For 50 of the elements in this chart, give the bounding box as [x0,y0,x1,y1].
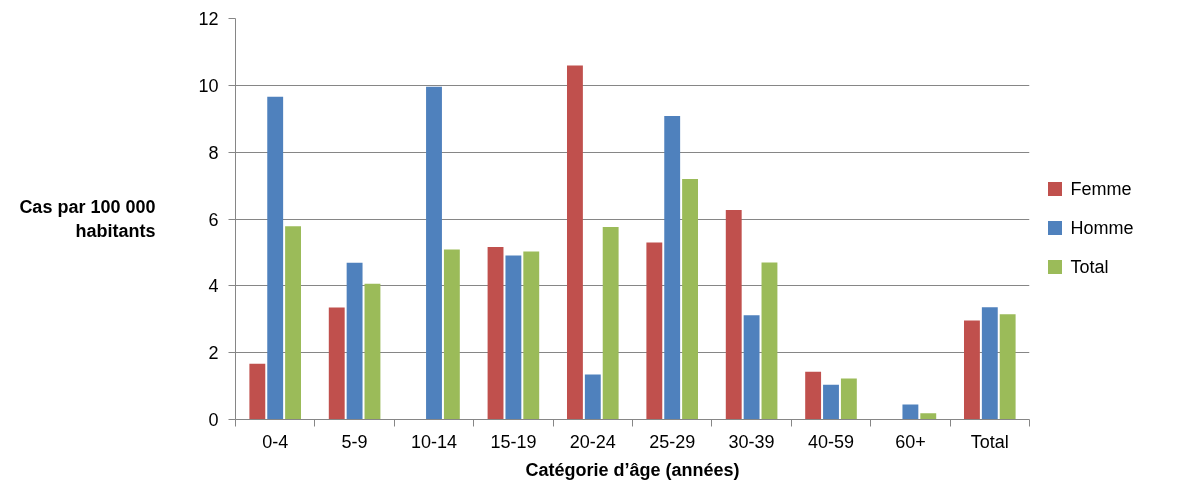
y-tick-label: 12 [198,9,219,29]
bar [602,227,619,420]
bar [566,65,583,420]
bar [267,96,284,420]
bar [920,413,937,420]
y-tick-label: 2 [208,343,219,364]
bar [743,315,760,420]
bar [346,262,363,420]
bar [725,209,742,420]
y-tick-label: 10 [198,75,219,96]
bar [805,371,822,420]
bar [981,307,998,420]
x-axis-title: Catégorie d’âge (années) [525,459,740,480]
bar [443,249,460,420]
bar [487,247,504,420]
bar [999,314,1016,420]
x-tick-label: 40-59 [807,431,855,452]
x-tick-label: 25-29 [649,431,696,452]
y-tick-label: 4 [208,276,219,297]
legend-label: Total [1070,257,1109,278]
x-tick-label: 30-39 [728,431,775,452]
bar [761,262,778,420]
bar [523,251,540,420]
bar [364,283,381,420]
bar [426,86,442,420]
y-tick-label: 0 [208,410,219,430]
x-tick-label: 10-14 [410,431,458,452]
bar [328,307,345,420]
bar [584,374,601,420]
bar [505,255,522,420]
bar [682,178,699,420]
x-tick-label: 15-19 [490,431,537,452]
x-tick-label: 60+ [895,431,926,452]
bar [963,320,980,420]
legend-label: Femme [1070,178,1132,199]
bar [823,384,839,420]
x-tick-label: 20-24 [569,431,616,452]
bar [840,378,857,420]
y-tick-label: 6 [208,209,219,230]
bar [646,242,663,420]
bar [249,363,266,420]
x-tick-label: Total [970,431,1009,452]
y-axis-title: Cas par 100 000 habitants [19,197,156,241]
x-tick-label: 5-9 [341,431,368,452]
y-tick-label: 8 [208,142,219,163]
bar [285,226,302,420]
bar [664,116,681,420]
bar [902,404,919,420]
legend-label: Homme [1070,218,1134,239]
x-tick-label: 0-4 [262,431,289,452]
